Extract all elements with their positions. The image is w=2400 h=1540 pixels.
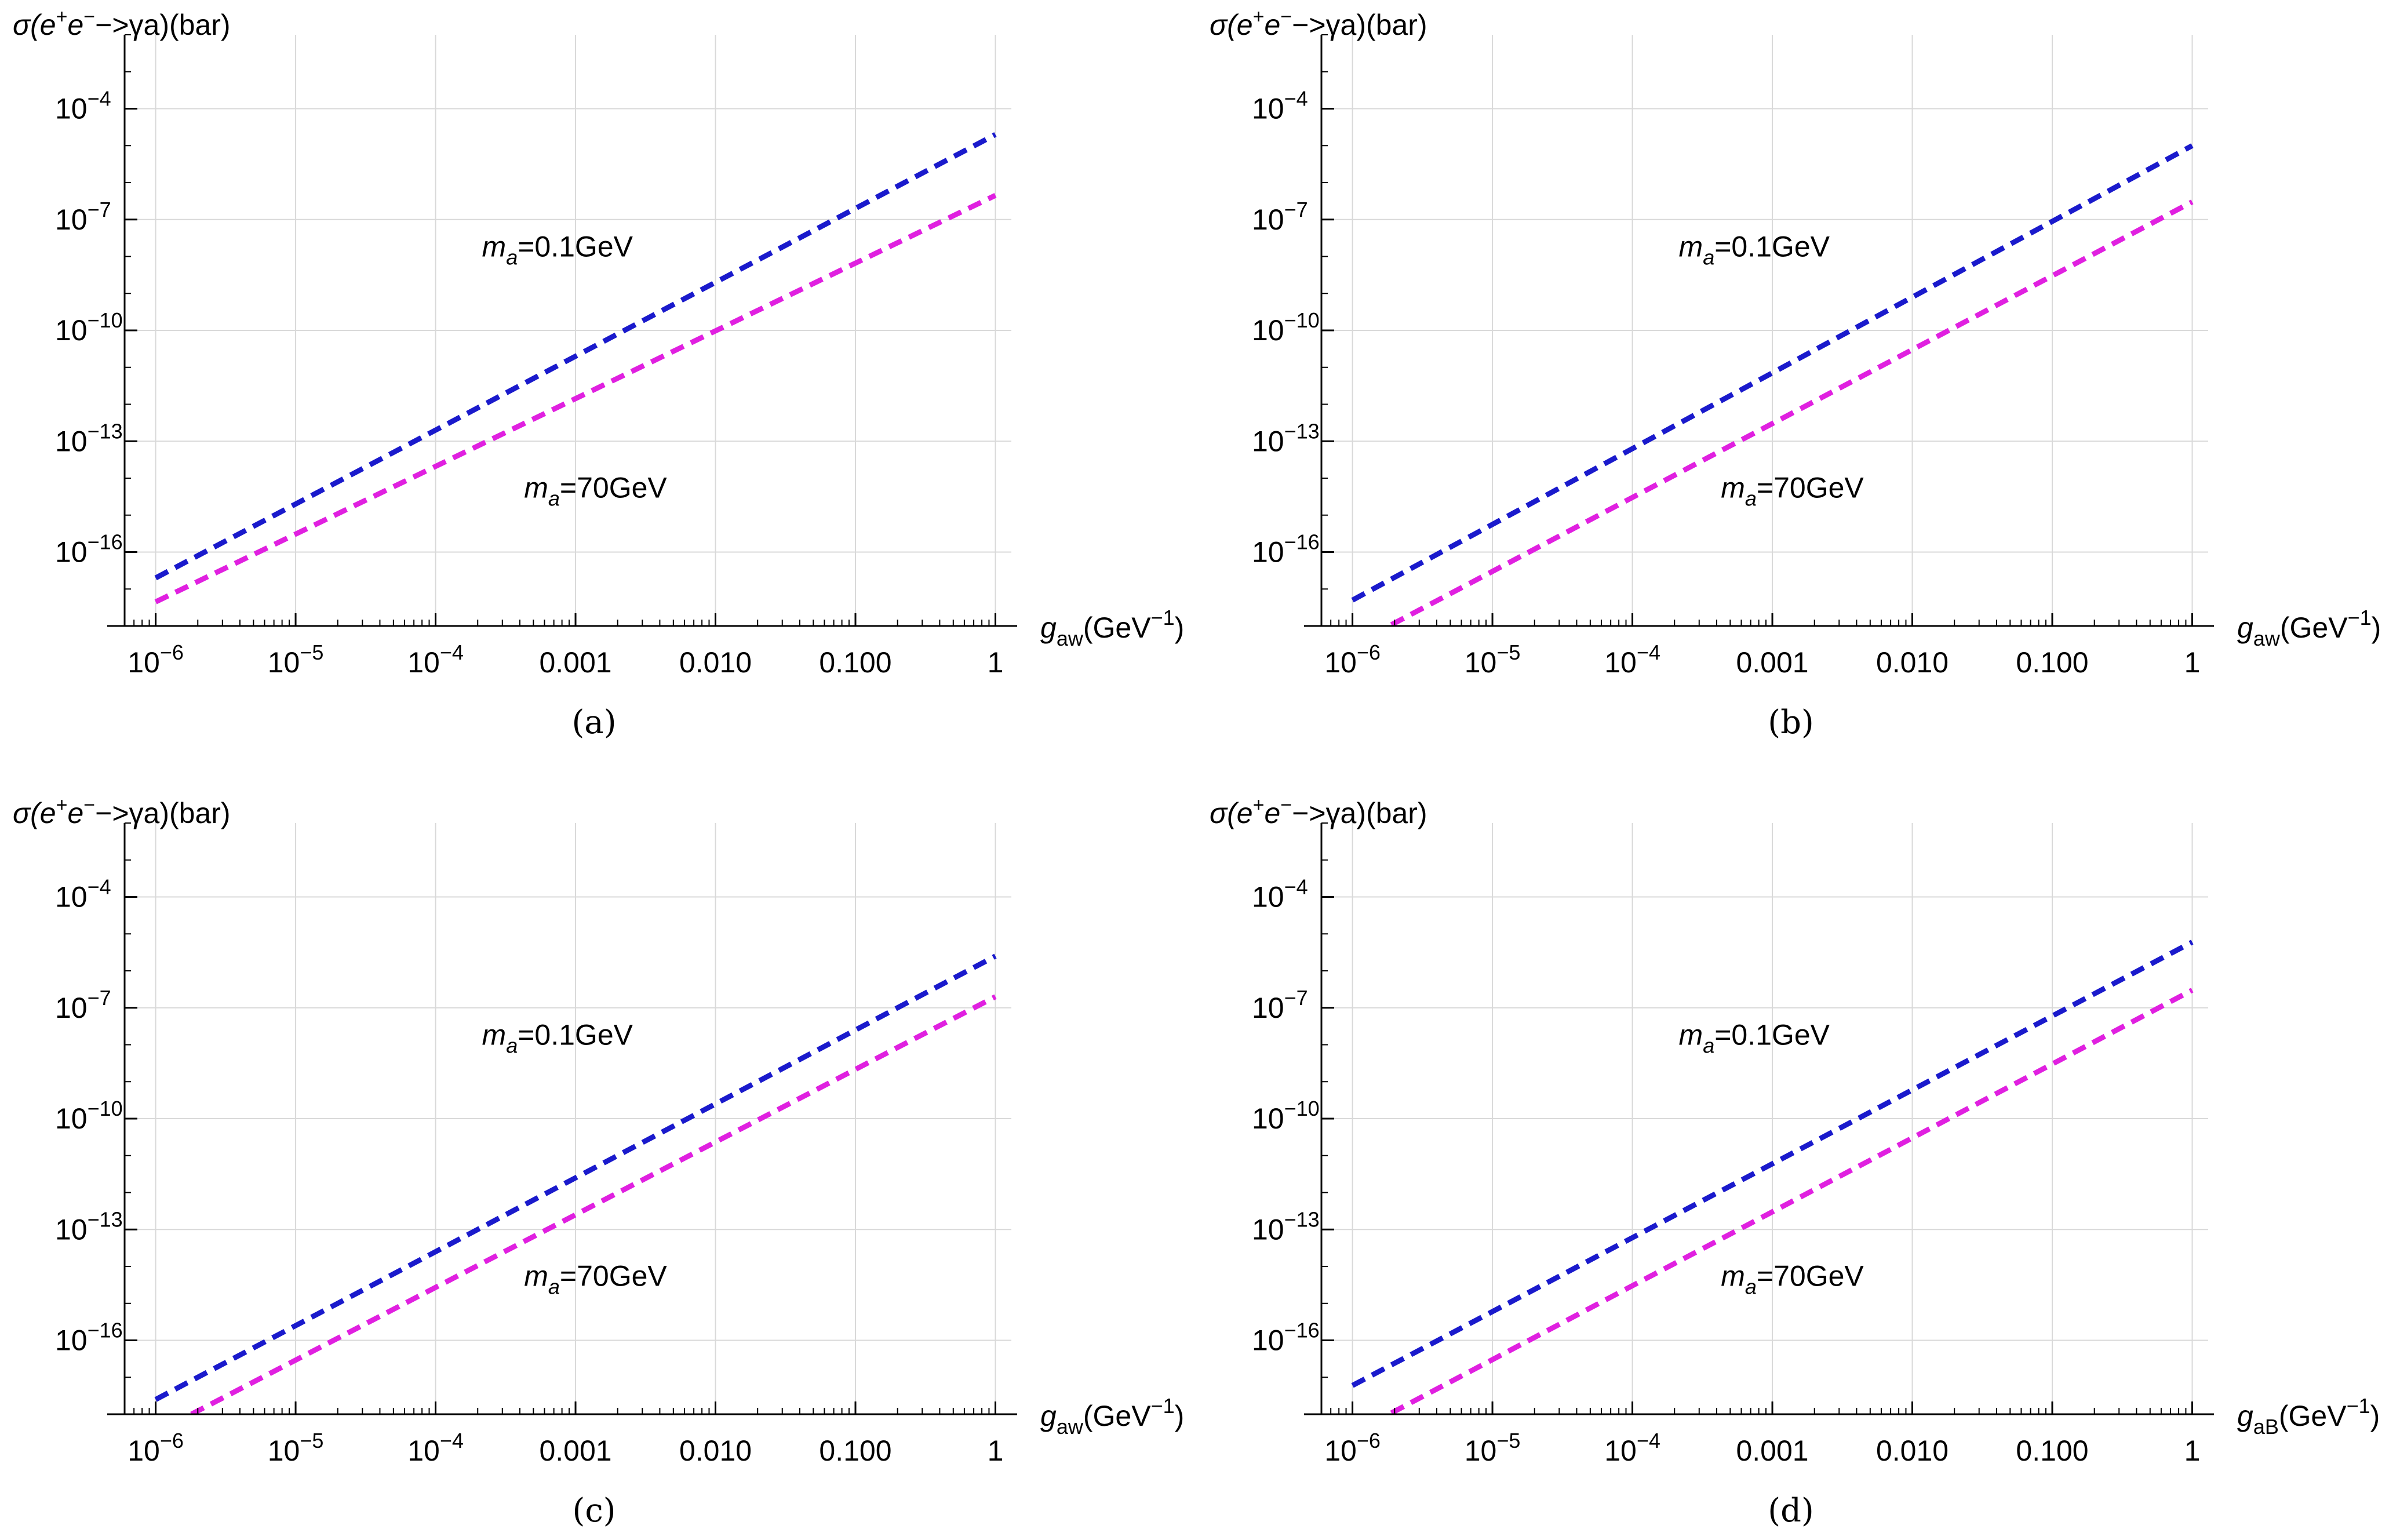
y-tick-label: 10−13 [55,1207,123,1246]
series-line-1 [154,193,997,605]
panel-caption: (d) [1768,1492,1814,1530]
annotation-label: ma=70GeV [1721,1259,1864,1298]
y-tick-label: 10−16 [1252,1319,1320,1357]
y-tick-label: 10−16 [55,530,123,569]
x-axis-label: gaw(GeV−1) [2237,606,2381,650]
x-tick-label: 1 [2184,646,2201,679]
annotation-label: ma=70GeV [1721,471,1864,510]
x-tick-label: 10−5 [268,1429,324,1467]
x-tick-label: 10−4 [407,1429,464,1467]
panel-caption: (a) [571,704,616,741]
x-tick-label: 0.010 [1876,1435,1949,1467]
y-axis-label: σ(e+e−−>γa)(bar) [13,6,231,41]
y-tick-label: 10−10 [1252,308,1320,347]
x-tick-label: 0.001 [539,1435,611,1467]
x-axis-label: gaB(GeV−1) [2237,1394,2380,1439]
x-tick-label: 10−4 [1604,1429,1660,1467]
y-tick-label: 10−13 [1252,419,1320,457]
annotation-label: ma=70GeV [524,1259,667,1298]
annotation-label: ma=0.1GeV [482,1019,633,1058]
annotation-label: ma=0.1GeV [482,231,633,270]
annotation-label: ma=0.1GeV [1679,231,1830,270]
y-tick-label: 10−7 [1252,986,1308,1024]
chart-panel-0: 10−6 10−5 10−4 0.001 0.010 0.100 1 10−16 10−13 10… [13,6,1184,741]
x-tick-label: 0.001 [1736,646,1808,679]
x-tick-label: 10−4 [1604,640,1660,679]
x-tick-label: 10−6 [128,1429,184,1467]
series-line-0 [1351,940,2194,1388]
y-tick-label: 10−10 [55,1097,123,1135]
x-tick-label: 0.010 [1876,646,1949,679]
x-tick-label: 10−6 [1324,1429,1381,1467]
chart-panel-1: 10−6 10−5 10−4 0.001 0.010 0.100 1 10−16 10−13 10… [1210,6,2381,741]
panel-caption: (c) [572,1492,616,1530]
series-line-0 [154,132,997,581]
x-tick-label: 10−4 [407,640,464,679]
y-tick-label: 10−4 [1252,875,1308,913]
chart-panel-2: 10−6 10−5 10−4 0.001 0.010 0.100 1 10−16 10−13 10… [13,794,1184,1530]
y-tick-label: 10−16 [55,1319,123,1357]
y-tick-label: 10−7 [55,986,111,1024]
y-tick-label: 10−13 [55,419,123,457]
y-tick-label: 10−10 [55,308,123,347]
panel-caption: (b) [1768,704,1814,741]
x-tick-label: 0.010 [679,1435,752,1467]
y-tick-label: 10−16 [1252,530,1320,569]
y-tick-label: 10−7 [1252,198,1308,236]
x-tick-label: 1 [988,646,1004,679]
series-line-1 [190,994,997,1414]
series-line-0 [154,953,997,1402]
series-line-1 [1383,199,2194,626]
y-tick-label: 10−4 [55,875,111,913]
y-axis-label: σ(e+e−−>γa)(bar) [1210,6,1427,41]
x-axis-label: gaw(GeV−1) [1040,606,1184,650]
x-tick-label: 0.100 [819,646,891,679]
x-tick-label: 0.100 [2016,1435,2088,1467]
x-tick-label: 0.001 [539,646,611,679]
x-tick-label: 0.100 [819,1435,891,1467]
x-tick-label: 0.100 [2016,646,2088,679]
x-tick-label: 10−5 [1465,1429,1521,1467]
y-tick-label: 10−7 [55,198,111,236]
x-tick-label: 0.001 [1736,1435,1808,1467]
x-tick-label: 10−6 [128,640,184,679]
y-axis-label: σ(e+e−−>γa)(bar) [1210,794,1427,829]
series-line-0 [1351,143,2194,603]
x-tick-label: 10−5 [1465,640,1521,679]
chart-panel-3: 10−6 10−5 10−4 0.001 0.010 0.100 1 10−16 10−13 10… [1210,794,2380,1530]
x-tick-label: 10−5 [268,640,324,679]
series-line-1 [1383,988,2194,1414]
x-tick-label: 0.010 [679,646,752,679]
y-tick-label: 10−4 [55,87,111,125]
y-tick-label: 10−4 [1252,87,1308,125]
x-tick-label: 10−6 [1324,640,1381,679]
y-tick-label: 10−10 [1252,1097,1320,1135]
annotation-label: ma=70GeV [524,471,667,510]
y-axis-label: σ(e+e−−>γa)(bar) [13,794,231,829]
x-axis-label: gaw(GeV−1) [1040,1394,1184,1439]
x-tick-label: 1 [988,1435,1004,1467]
y-tick-label: 10−13 [1252,1207,1320,1246]
x-tick-label: 1 [2184,1435,2201,1467]
annotation-label: ma=0.1GeV [1679,1019,1830,1058]
